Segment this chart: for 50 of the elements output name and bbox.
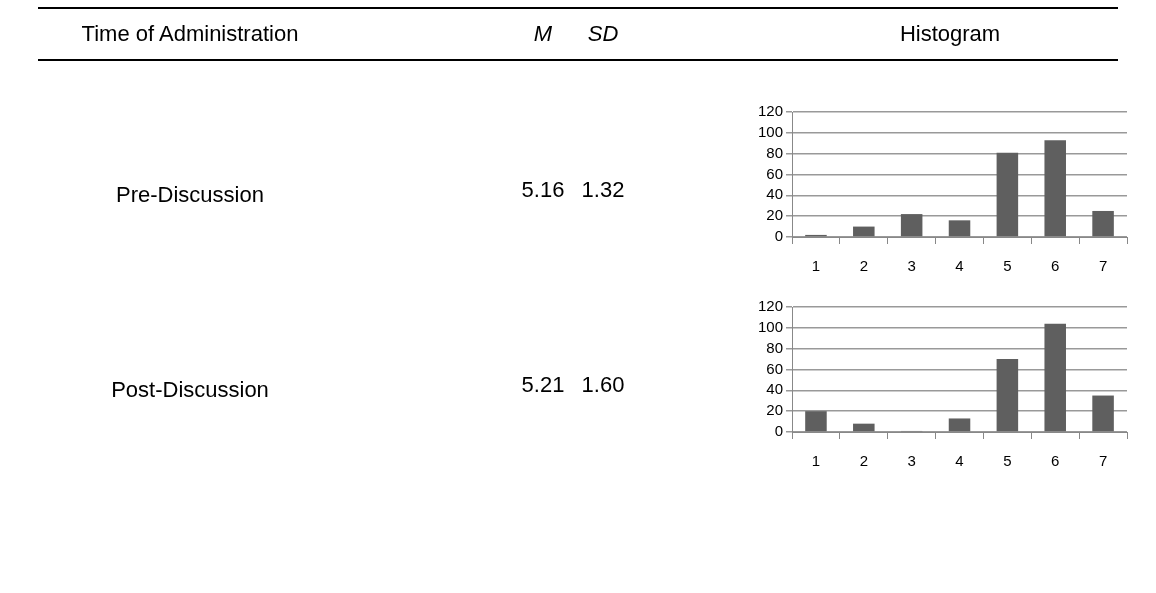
text: SD — [587, 21, 619, 47]
x-tick-label: 6 — [1051, 452, 1060, 470]
x-tick-label: 7 — [1098, 452, 1108, 470]
x-tick-label: 3 — [907, 257, 916, 275]
x-tick-label: 4 — [955, 257, 964, 275]
bar — [996, 152, 1019, 237]
text: Post-Discussion — [111, 377, 269, 403]
x-tick-label: 1 — [811, 257, 821, 275]
text: 1.60 — [581, 372, 625, 398]
y-tick-label: 40 — [766, 380, 784, 398]
y-tick-label: 40 — [766, 185, 784, 203]
x-tick-label: 6 — [1051, 257, 1060, 275]
bar — [948, 418, 971, 432]
x-tick-label: 7 — [1098, 257, 1108, 275]
text: Histogram — [899, 21, 1001, 47]
y-tick-label: 120 — [758, 102, 784, 120]
x-tick-label: 2 — [859, 452, 868, 470]
bar — [1044, 323, 1066, 432]
x-tick-label: 5 — [1003, 257, 1012, 275]
bar — [1092, 210, 1114, 237]
bar — [853, 423, 875, 432]
y-tick-label: 20 — [766, 401, 784, 419]
y-tick-label: 80 — [766, 143, 784, 161]
y-tick-label: 80 — [766, 338, 784, 356]
text: 5.16 — [521, 177, 565, 203]
bar — [805, 411, 827, 432]
text: 1.32 — [581, 177, 625, 203]
y-tick-label: 100 — [758, 122, 784, 140]
y-tick-label: 100 — [758, 317, 784, 335]
bar — [900, 214, 923, 237]
x-tick-label: 1 — [811, 452, 821, 470]
y-tick-label: 0 — [774, 227, 784, 245]
y-tick-label: 0 — [774, 422, 784, 440]
bar — [853, 226, 875, 237]
x-tick-label: 2 — [859, 257, 868, 275]
y-tick-label: 60 — [766, 359, 784, 377]
x-tick-label: 3 — [907, 452, 916, 470]
y-tick-label: 120 — [758, 297, 784, 315]
bar — [1044, 140, 1066, 237]
y-tick-label: 20 — [766, 206, 784, 224]
bar — [996, 359, 1019, 432]
x-tick-label: 4 — [955, 452, 964, 470]
y-tick-label: 60 — [766, 164, 784, 182]
x-tick-label: 5 — [1003, 452, 1012, 470]
text: Time of Administration — [81, 21, 299, 47]
bar — [948, 220, 971, 237]
text: Pre-Discussion — [116, 182, 264, 208]
text: 5.21 — [521, 372, 565, 398]
text: M — [533, 21, 553, 47]
bar — [1092, 395, 1114, 432]
